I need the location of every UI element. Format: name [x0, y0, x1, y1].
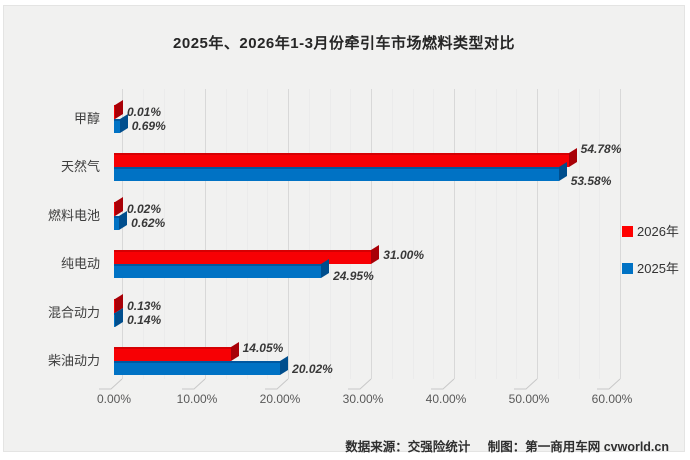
gridline-minor: [391, 89, 393, 379]
chart-title: 2025年、2026年1-3月份牵引车市场燃料类型对比: [173, 35, 515, 52]
gridline-minor: [267, 89, 269, 379]
gridline-minor: [246, 89, 248, 379]
legend-label: 2026年: [637, 224, 679, 239]
value-label-2025-fuel-cell: 0.62%: [131, 215, 166, 230]
value-label-2025-methanol: 0.69%: [131, 119, 166, 133]
x-tick-label: 50.00%: [508, 392, 550, 406]
gridline-minor: [308, 89, 310, 379]
x-tick-label: 60.00%: [591, 392, 633, 406]
gridline-major: [454, 89, 455, 379]
value-label-2026-fuel-cell: 0.02%: [127, 201, 162, 216]
gridline-minor: [495, 89, 497, 379]
category-label-diesel: 柴油动力: [47, 353, 100, 368]
value-label-2026-bev: 31.00%: [383, 248, 424, 263]
bar-end-face: [230, 342, 239, 361]
bar-2025-fuel-cell: [114, 210, 128, 230]
gridline-minor: [163, 89, 165, 379]
bar-2026-methanol: [114, 100, 123, 119]
bar-end-face: [558, 162, 567, 182]
gridline-major: [288, 89, 289, 379]
gridline-minor: [184, 89, 186, 379]
gridline-minor: [350, 89, 352, 379]
bar-2025-bev: [114, 259, 330, 279]
bar-2025-methanol: [114, 114, 128, 133]
value-label-2026-methanol: 0.01%: [127, 105, 162, 119]
value-label-2025-diesel: 20.02%: [292, 362, 333, 376]
legend-label: 2025年: [637, 261, 679, 276]
x-tick-label: 20.00%: [259, 392, 301, 406]
x-tick-label: 30.00%: [342, 392, 384, 406]
legend-swatch-icon: [622, 263, 633, 274]
legend-swatch-icon: [622, 226, 633, 237]
legend-item-2025: 2025年: [622, 262, 679, 276]
gridline-major: [371, 89, 372, 379]
gridline-minor: [557, 89, 559, 379]
chart-panel: 2025年、2026年1-3月份牵引车市场燃料类型对比 甲醇 0.01% 0.69%…: [3, 5, 685, 455]
gridline-minor: [474, 89, 476, 379]
legend-item-2026: 2026年: [622, 225, 679, 239]
x-tick-label: 40.00%: [425, 392, 467, 406]
bar-2025-diesel: [114, 356, 289, 375]
gridline-minor: [142, 89, 144, 379]
category-label-hybrid: 混合动力: [47, 304, 100, 320]
bar-2025-natural-gas: [114, 162, 567, 182]
gridline-minor: [599, 89, 601, 379]
chart-credit: 制图：第一商用车网 cvworld.cn: [487, 440, 669, 454]
bar-2026-diesel: [114, 342, 239, 361]
gridline-major: [537, 89, 538, 379]
bar-2026-bev: [114, 245, 380, 265]
value-label-2026-diesel: 14.05%: [242, 341, 284, 355]
x-tick-label: 0.00%: [96, 392, 132, 406]
value-label-2026-natural-gas: 54.78%: [580, 142, 622, 157]
bar-end-face: [371, 245, 380, 265]
category-label-fuel-cell: 燃料电池: [47, 207, 100, 223]
bar-2025-hybrid: [114, 307, 124, 327]
gridline-minor: [433, 89, 435, 379]
bar-2026-fuel-cell: [114, 196, 123, 216]
x-tick-label: 10.00%: [176, 392, 218, 406]
bar-end-face: [321, 259, 330, 279]
gridline-minor: [329, 89, 331, 379]
category-label-natural-gas: 天然气: [60, 159, 100, 175]
bar-2026-natural-gas: [114, 148, 577, 168]
bar-end-face: [280, 356, 289, 375]
value-label-2025-natural-gas: 53.58%: [570, 174, 612, 189]
gridline-major: [122, 89, 123, 379]
gridline-minor: [578, 89, 580, 379]
footer: 数据来源：交强险统计 制图：第一商用车网 cvworld.cn: [345, 436, 669, 455]
bar-end-face: [568, 148, 577, 168]
category-label-bev: 纯电动: [60, 256, 100, 272]
data-source: 数据来源：交强险统计: [345, 440, 471, 454]
gridline-major: [620, 89, 621, 379]
category-label-methanol: 甲醇: [73, 111, 100, 126]
gridline-minor: [412, 89, 414, 379]
bar-2026-hybrid: [114, 293, 124, 313]
value-label-2025-hybrid: 0.14%: [127, 312, 162, 327]
bar-end-face: [119, 210, 128, 230]
bar-end-face: [119, 114, 128, 133]
gridline-major: [205, 89, 206, 379]
value-label-2026-hybrid: 0.13%: [127, 298, 162, 313]
gridline-minor: [225, 89, 227, 379]
gridline-minor: [516, 89, 518, 379]
value-label-2025-bev: 24.95%: [333, 269, 374, 284]
